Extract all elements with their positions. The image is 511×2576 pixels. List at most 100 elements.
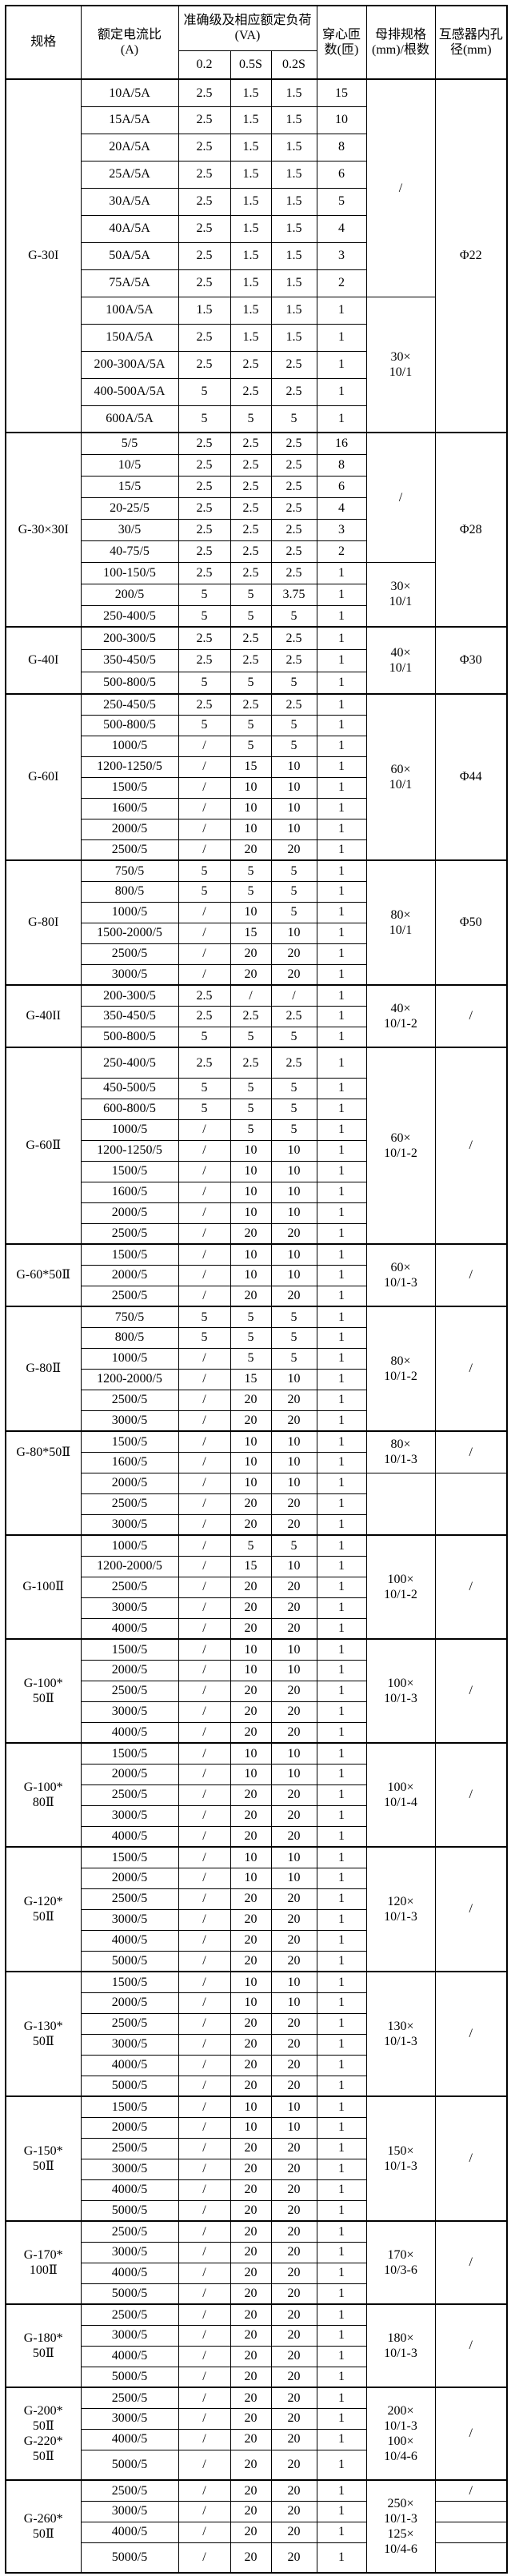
hole-cell: Φ50 xyxy=(434,859,508,986)
burden-02s-cell: 5 xyxy=(270,880,317,903)
turns-cell: 1 xyxy=(316,2095,367,2118)
burden-02-cell: / xyxy=(178,1617,231,1640)
burden-02-cell: 5 xyxy=(178,859,231,882)
burden-05s-cell: 2.5 xyxy=(230,1005,272,1027)
burden-02-cell: / xyxy=(178,1368,231,1390)
burden-02s-cell: 20 xyxy=(270,1513,317,1536)
ratio-cell: 200-300/5 xyxy=(80,626,179,650)
table-row: 2500/5/20 20 1 xyxy=(6,1222,507,1245)
turns-cell: 1 xyxy=(316,1430,367,1453)
turns-cell: 1 xyxy=(316,1005,367,1027)
burden-02-cell: / xyxy=(178,2500,231,2522)
table-row: 3000/5/20 20 1 xyxy=(6,2158,507,2180)
ratio-cell: 4000/5 xyxy=(80,1825,179,1848)
burden-02-cell: 2.5 xyxy=(178,475,231,498)
turns-cell: 1 xyxy=(316,1950,367,1972)
table-row: G-60I 250-450/5 2.5 2.5 2.5 1 60× 10/1 Φ44 xyxy=(5,693,508,861)
burden-02-cell: 5 xyxy=(178,405,231,433)
table-row: G-100* 80Ⅱ 1500/5/10 10 1 100× 10/1-4/ xyxy=(5,1742,508,1848)
turns-cell: 1 xyxy=(316,1929,367,1952)
turns-cell: 1 xyxy=(316,2449,367,2481)
table-row: 1600/5/10 10 1 xyxy=(6,797,507,819)
burden-02s-cell: 1.5 xyxy=(270,187,317,216)
burden-02s-cell: 20 xyxy=(270,1721,317,1744)
table-row: 2500/5/20 20 1 xyxy=(6,1285,507,1307)
turns-cell: 1 xyxy=(316,1701,367,1723)
burden-02s-cell: 10 xyxy=(270,2095,317,2118)
burden-02s-cell: 1.5 xyxy=(270,241,317,270)
burden-02-cell: / xyxy=(178,1451,231,1473)
table-row: 400-500A/5A 5 2.5 2.5 1 xyxy=(6,377,507,406)
burden-02-cell: / xyxy=(178,1389,231,1411)
burden-02s-cell: 5 xyxy=(270,1534,317,1557)
burden-05s-cell: 10 xyxy=(230,1264,272,1286)
burden-02-cell: 2.5 xyxy=(178,1005,231,1027)
table-row: 1000/5/10 5 1 xyxy=(6,901,507,923)
table-row: 20A/5A 2.5 1.5 1.5 8 xyxy=(6,133,507,161)
burden-02-cell: / xyxy=(178,1888,231,1910)
turns-cell: 1 xyxy=(316,1026,367,1048)
ratio-cell: 1000/5 xyxy=(80,1119,179,1141)
busbar-cell: 60× 10/1-2 xyxy=(365,1047,436,1245)
ratio-cell: 600-800/5 xyxy=(80,1098,179,1120)
turns-cell: 1 xyxy=(316,1472,367,1494)
burden-02-cell: / xyxy=(178,1264,231,1286)
turns-cell: 1 xyxy=(316,1992,367,2014)
burden-05s-cell: 20 xyxy=(230,1493,272,1515)
turns-cell: 1 xyxy=(316,2428,367,2450)
burden-02s-cell: 10 xyxy=(270,756,317,778)
turns-cell: 1 xyxy=(316,1410,367,1432)
burden-05s-cell: 5 xyxy=(230,735,272,757)
turns-cell: 1 xyxy=(316,943,367,965)
burden-02-cell: 5 xyxy=(178,604,231,628)
ratio-cell: 2500/5 xyxy=(80,1493,179,1515)
table-row: 350-450/5 2.5 2.5 2.5 1 xyxy=(6,1005,507,1027)
ratio-cell: 800/5 xyxy=(80,1326,179,1349)
ratio-cell: 3000/5 xyxy=(80,1597,179,1619)
table-row: 5000/5/20 20 1 xyxy=(6,2283,507,2305)
header-hole-diameter: 互感器内孔径(mm) xyxy=(434,5,508,80)
burden-02-cell: / xyxy=(178,1950,231,1972)
hole-cell: / xyxy=(434,1742,508,1848)
turns-cell: 1 xyxy=(316,2283,367,2305)
burden-02-cell: / xyxy=(178,2324,231,2347)
burden-02s-cell: 20 xyxy=(270,1888,317,1910)
table-row: 1200-1250/5/10 10 1 xyxy=(6,1139,507,1162)
burden-05s-cell: 20 xyxy=(230,1410,272,1432)
burden-05s-cell: 1.5 xyxy=(230,187,272,216)
burden-02-cell: 2.5 xyxy=(178,323,231,352)
burden-02s-cell: 10 xyxy=(270,1659,317,1681)
hole-cell: / xyxy=(434,1430,508,1473)
table-row: 2000/5/10 10 1 xyxy=(6,2116,507,2139)
burden-05s-cell: 20 xyxy=(230,2262,272,2284)
ratio-cell: 1600/5 xyxy=(80,1451,179,1473)
spec-cell: G-80Ⅱ xyxy=(5,1306,82,1432)
burden-05s-cell: 20 xyxy=(230,2158,272,2180)
busbar-cell: 180× 10/1-3 xyxy=(365,2303,436,2388)
burden-05s-cell: 10 xyxy=(230,776,272,799)
turns-cell: 1 xyxy=(316,1971,367,1993)
hole-cell xyxy=(434,2500,508,2522)
ratio-cell: 2000/5 xyxy=(80,1992,179,2014)
turns-cell: 1 xyxy=(316,1908,367,1931)
burden-02-cell: / xyxy=(178,1992,231,2014)
turns-cell: 1 xyxy=(316,1763,367,1785)
burden-05s-cell: 5 xyxy=(230,671,272,695)
ratio-cell: 1500/5 xyxy=(80,2095,179,2118)
burden-05s-cell: 20 xyxy=(230,2428,272,2450)
ratio-cell: 2500/5 xyxy=(80,2387,179,2409)
turns-cell: 1 xyxy=(316,561,367,584)
burden-02s-cell: 10 xyxy=(270,1555,317,1577)
ratio-cell: 4000/5 xyxy=(80,1617,179,1640)
table-row: G-60*50Ⅱ 1500/5/10 10 1 60× 10/1-3/ xyxy=(5,1243,508,1307)
burden-02s-cell: 20 xyxy=(270,1410,317,1432)
burden-02s-cell: 1.5 xyxy=(270,160,317,189)
burden-05s-cell: 2.5 xyxy=(230,561,272,584)
burden-02-cell: 2.5 xyxy=(178,984,231,1007)
hole-cell: Φ28 xyxy=(434,432,508,628)
burden-02s-cell: 20 xyxy=(270,1804,317,1827)
ratio-cell: 5000/5 xyxy=(80,1950,179,1972)
hole-cell xyxy=(434,2521,508,2543)
burden-05s-cell: 20 xyxy=(230,2179,272,2201)
burden-02s-cell: 20 xyxy=(270,2428,317,2450)
